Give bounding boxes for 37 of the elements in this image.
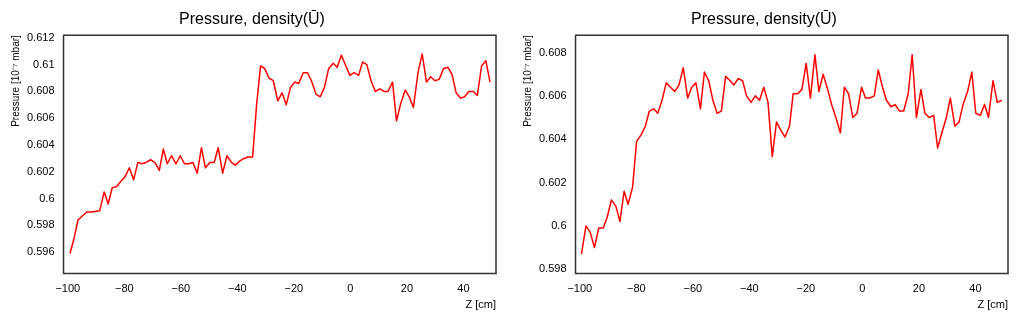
y-tick-label: 0.61 [33, 57, 55, 70]
y-tick-label: 0.604 [539, 132, 567, 145]
x-axis-title: Z [cm] [977, 298, 1008, 311]
x-axis-title: Z [cm] [465, 298, 496, 311]
x-tick-label: 20 [912, 282, 926, 295]
x-tick-label: −40 [740, 282, 759, 295]
y-tick-label: 0.608 [539, 45, 567, 58]
x-tick-label: −60 [171, 282, 191, 295]
y-tick-label: 0.596 [27, 245, 55, 258]
y-tick-label: 0.598 [539, 262, 567, 275]
y-tick-label: 0.602 [27, 164, 55, 177]
y-tick-label: 0.608 [27, 84, 55, 97]
x-tick-label: 40 [969, 282, 982, 295]
y-tick-label: 0.606 [539, 88, 567, 101]
x-tick-label: −20 [796, 282, 816, 295]
x-tick-label: −80 [114, 282, 134, 295]
y-tick-label: 0.6 [551, 218, 567, 231]
x-tick-label: −80 [626, 282, 646, 295]
y-tick-label: 0.604 [27, 138, 55, 151]
x-tick-label: 40 [457, 282, 470, 295]
chart-title: Pressure, density(Ū) [179, 10, 325, 28]
y-axis-title: Pressure [10⁻⁷ mbar] [521, 34, 533, 127]
chart-title: Pressure, density(Ū) [691, 10, 837, 28]
x-tick-label: 20 [400, 282, 414, 295]
y-tick-label: 0.6 [39, 191, 55, 204]
y-tick-label: 0.612 [27, 30, 55, 43]
x-tick-label: −20 [284, 282, 304, 295]
y-tick-label: 0.598 [27, 218, 55, 231]
x-tick-label: 0 [859, 282, 866, 295]
x-tick-label: −100 [567, 282, 593, 295]
x-tick-label: 0 [347, 282, 354, 295]
x-tick-label: −100 [55, 282, 81, 295]
y-axis-title: Pressure [10⁻⁷ mbar] [9, 34, 21, 127]
y-tick-label: 0.602 [539, 175, 567, 188]
x-tick-label: −40 [228, 282, 247, 295]
x-tick-label: −60 [683, 282, 703, 295]
y-tick-label: 0.606 [27, 111, 55, 124]
